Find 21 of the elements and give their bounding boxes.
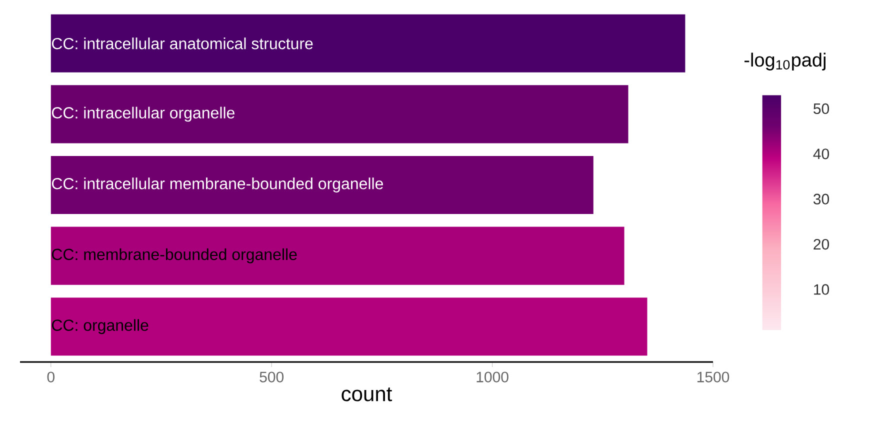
color-bar-title: -log$_{10}$padj — [744, 52, 826, 70]
bar — [50, 298, 648, 356]
y-tick-label: CC: intracellular organelle — [52, 106, 234, 122]
bar — [50, 14, 686, 72]
color-bar-label: 30 — [813, 194, 830, 204]
color-bar-label: 50 — [814, 103, 830, 114]
y-tick-label: CC: organelle — [52, 319, 148, 334]
color-bar-label: 10 — [814, 284, 830, 295]
bar — [50, 85, 628, 144]
x-axis-title: count — [342, 387, 392, 402]
x-tick-label: 500 — [260, 372, 284, 382]
bar — [50, 156, 594, 214]
bar — [50, 226, 624, 285]
x-tick-label: 1500 — [697, 372, 730, 382]
color-bar-label: 40 — [813, 148, 830, 160]
x-tick-label: 1000 — [476, 372, 508, 382]
y-tick-label: CC: membrane-bounded organelle — [52, 248, 297, 264]
x-tick-label: 0 — [47, 372, 54, 382]
y-tick-label: CC: intracellular membrane-bounded organelle — [52, 178, 383, 192]
y-tick-label: CC: intracellular anatomical structure — [52, 38, 313, 50]
color-bar-label: 20 — [814, 238, 830, 250]
